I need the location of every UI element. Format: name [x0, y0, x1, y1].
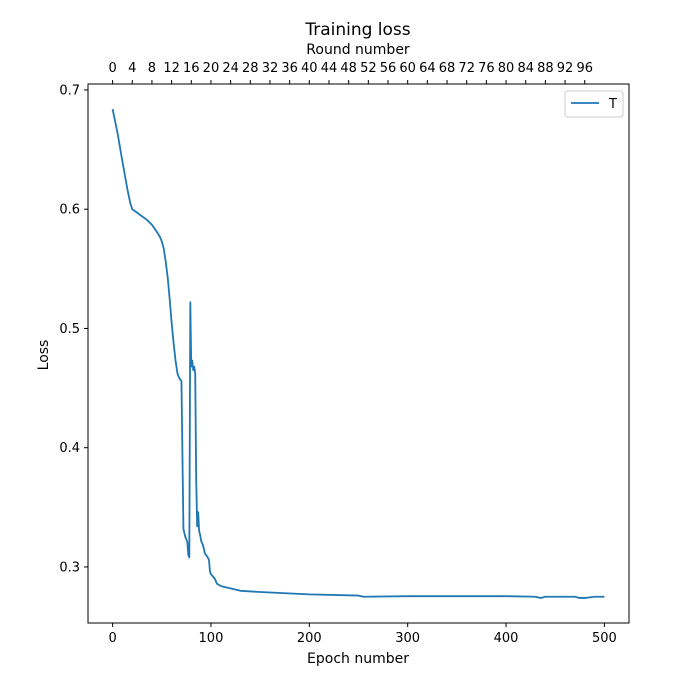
top-tick-label: 16: [183, 61, 200, 76]
top-tick-label: 28: [242, 61, 259, 76]
x-tick-label: 300: [395, 631, 420, 646]
x-tick-label: 500: [592, 631, 617, 646]
top-tick-label: 32: [262, 61, 279, 76]
x-tick-label: 400: [494, 631, 519, 646]
x-axis-title: Epoch number: [307, 651, 409, 667]
top-tick-label: 8: [148, 61, 156, 76]
top-tick-label: 68: [439, 61, 456, 76]
x-tick-label: 200: [297, 631, 322, 646]
top-tick-label: 52: [360, 61, 377, 76]
y-axis-title: Loss: [36, 340, 52, 371]
y-tick-label: 0.7: [59, 83, 80, 98]
top-tick-label: 88: [537, 61, 554, 76]
top-tick-label: 76: [478, 61, 495, 76]
top-tick-label: 64: [419, 61, 436, 76]
x-tick-label: 0: [108, 631, 116, 646]
x-tick-label: 100: [199, 631, 224, 646]
plot-frame: [87, 83, 630, 624]
top-tick-label: 40: [301, 61, 318, 76]
chart-title: Training loss: [304, 20, 410, 40]
y-tick-label: 0.3: [59, 560, 80, 575]
top-tick-label: 12: [163, 61, 180, 76]
top-tick-label: 20: [203, 61, 220, 76]
top-tick-label: 60: [399, 61, 416, 76]
legend-label: T: [608, 97, 617, 112]
top-tick-label: 36: [281, 61, 298, 76]
top-tick-label: 84: [517, 61, 534, 76]
top-tick-label: 24: [222, 61, 239, 76]
top-tick-label: 48: [340, 61, 357, 76]
series-line-T: [111, 108, 605, 599]
top-tick-label: 56: [380, 61, 397, 76]
top-tick-label: 96: [576, 61, 593, 76]
top-tick-label: 72: [458, 61, 475, 76]
top-axis-title: Round number: [306, 42, 410, 58]
y-tick-label: 0.6: [59, 203, 80, 218]
legend-box: [564, 90, 624, 118]
top-tick-label: 4: [128, 61, 136, 76]
top-tick-label: 0: [108, 61, 116, 76]
top-tick-label: 44: [321, 61, 338, 76]
y-tick-label: 0.4: [59, 441, 80, 456]
legend: T: [564, 90, 624, 118]
y-tick-label: 0.5: [59, 322, 80, 337]
top-tick-label: 92: [557, 61, 574, 76]
top-tick-label: 80: [498, 61, 515, 76]
